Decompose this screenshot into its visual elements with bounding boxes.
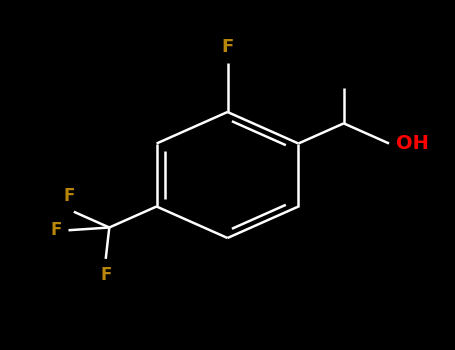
Text: F: F xyxy=(51,221,62,239)
Text: OH: OH xyxy=(396,134,429,153)
Text: F: F xyxy=(64,187,75,205)
Text: F: F xyxy=(222,38,233,56)
Text: F: F xyxy=(100,266,111,284)
